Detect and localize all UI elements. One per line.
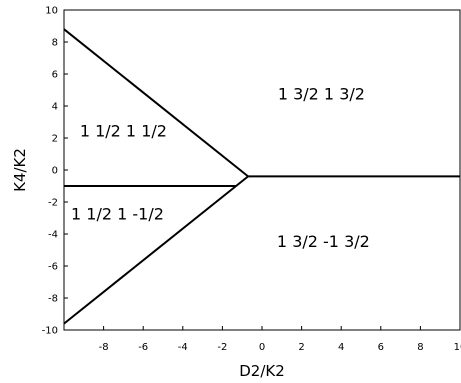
x-tick-label: 8 [417,342,423,353]
y-tick-label: 2 [52,134,58,145]
y-tick-label: 6 [52,70,58,81]
y-axis-label: K4/K2 [11,148,29,192]
region-label: 1 1/2 1 1/2 [80,121,167,140]
y-tick-label: 0 [52,166,58,177]
x-tick-label: -4 [178,342,188,353]
region-label: 1 1/2 1 -1/2 [71,205,164,224]
boundary-lines [63,28,460,325]
y-tick-label: -6 [48,262,58,273]
y-tick-label: -4 [48,230,58,241]
boundary-line-1 [63,28,249,178]
region-label: 1 3/2 1 3/2 [278,85,365,104]
boundary-line-2 [63,175,249,325]
x-tick-label: 6 [378,342,384,353]
y-tick-label: -2 [48,198,58,209]
plot-frame [63,9,461,331]
y-tick-label: -10 [42,326,58,337]
x-tick-label: 10 [454,342,461,353]
x-tick-label: 0 [259,342,265,353]
y-tick-label: 8 [52,38,58,49]
x-tick-label: -8 [99,342,109,353]
y-tick-label: 10 [45,6,58,17]
x-tick-label: 4 [338,342,344,353]
region-label: 1 3/2 -1 3/2 [277,232,370,251]
x-tick-label: -2 [217,342,227,353]
x-axis-label: D2/K2 [239,362,285,380]
x-tick-label: -6 [138,342,148,353]
region-annotations: 1 3/2 1 3/2 1 1/2 1 1/2 1 1/2 1 -1/2 1 3/2 … [71,85,370,251]
y-tick-label: -8 [48,294,58,305]
y-tick-label: 4 [52,102,58,113]
y-axis-ticks: -10 -8 -6 -4 -2 0 2 4 6 8 10 [42,6,68,337]
x-axis-ticks: -8 -6 -4 -2 0 2 4 6 8 10 [99,326,461,353]
x-tick-label: 2 [298,342,304,353]
